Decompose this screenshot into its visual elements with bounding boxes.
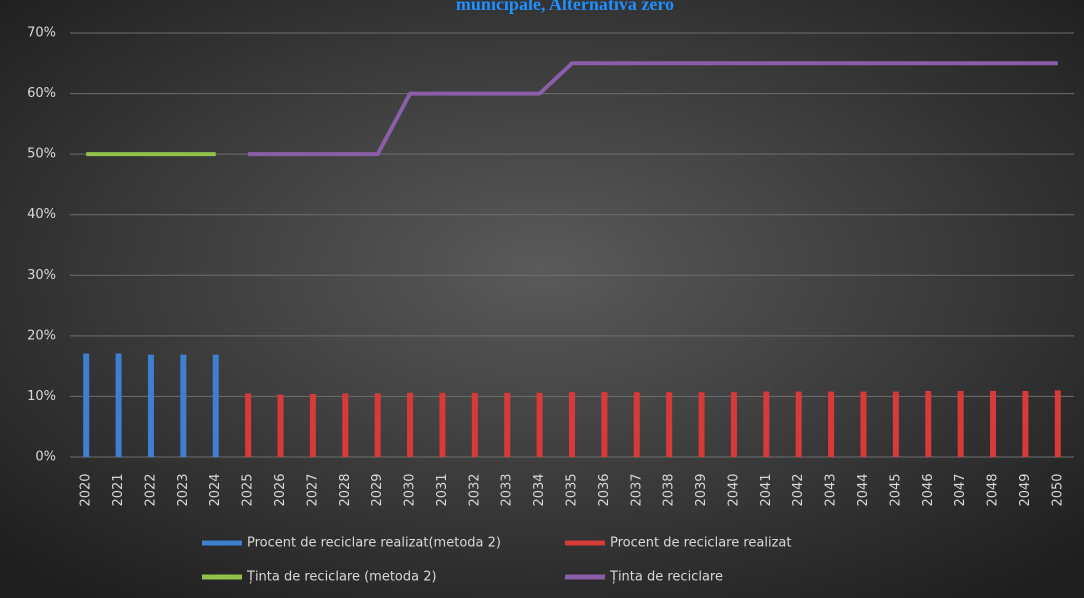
x-tick-label: 2032 [467,473,482,506]
bar [795,391,802,457]
x-tick-label: 2041 [759,473,774,506]
bar [439,392,446,457]
x-tick-label: 2036 [597,473,612,506]
bar [212,354,219,457]
x-tick-label: 2028 [338,473,353,506]
x-tick-label: 2026 [273,473,288,506]
bar [180,354,187,457]
x-tick-label: 2044 [856,473,871,506]
x-tick-label: 2049 [1018,473,1033,506]
bar [990,390,997,457]
x-tick-label: 2039 [694,473,709,506]
bar [83,353,90,457]
x-tick-label: 2037 [629,473,644,506]
bar [536,392,543,457]
x-tick-label: 2040 [726,473,741,506]
x-tick-label: 2033 [500,473,515,506]
bar [763,391,770,457]
bar [892,391,899,457]
y-tick-label: 20% [27,328,56,343]
y-tick-label: 10% [27,389,56,404]
x-tick-label: 2024 [208,473,223,506]
bar [569,392,575,457]
bar [407,392,414,457]
x-tick-label: 2027 [305,473,320,506]
bar [504,392,511,457]
x-tick-label: 2048 [986,473,1001,506]
x-tick-label: 2022 [143,473,158,506]
x-tick-label: 2038 [662,473,677,506]
line [248,61,1058,157]
bar [342,393,349,457]
y-tick-label: 50% [27,147,56,162]
bar [633,392,640,457]
x-tick-label: 2043 [824,473,839,506]
x-tick-label: 2046 [921,473,936,506]
x-tick-label: 2050 [1050,473,1065,506]
bar [860,391,867,457]
x-tick-label: 2021 [111,473,126,506]
bar [1022,390,1029,457]
bar [471,392,478,457]
bar [730,392,737,457]
bar [1054,390,1061,457]
y-tick-label: 40% [27,207,56,222]
x-tick-label: 2020 [79,473,94,506]
x-tick-label: 2023 [176,473,191,506]
bar [147,354,154,457]
x-tick-label: 2042 [791,473,806,506]
bar [277,394,284,457]
x-tick-label: 2031 [435,473,450,506]
bar [309,394,316,457]
legend-swatch [202,540,242,546]
bar [828,391,835,457]
x-tick-label: 2035 [565,473,580,506]
y-tick-label: 30% [27,268,56,283]
legend-label: Procent de reciclare realizat [610,536,792,551]
x-tick-label: 2047 [953,473,968,506]
y-tick-label: 70% [27,26,56,41]
legend-swatch [565,540,605,546]
legend-label: Ținta de reciclare [609,570,723,585]
bar [957,390,964,457]
legend-label: Procent de reciclare realizat(metoda 2) [247,536,501,551]
legend-label: Ținta de reciclare (metoda 2) [246,570,437,585]
x-tick-label: 2030 [403,473,418,506]
bar [925,390,932,457]
x-tick-label: 2034 [532,473,547,506]
bar [698,392,705,457]
x-tick-label: 2045 [888,473,903,506]
y-tick-label: 0% [35,450,56,465]
bar [245,393,252,457]
bar [374,393,381,457]
bar [115,353,122,457]
legend-swatch [202,574,242,580]
bar [666,392,673,457]
bar [601,392,608,457]
y-tick-label: 60% [27,86,56,101]
chart-title: municipale, Alternativa zero [456,0,674,14]
x-tick-label: 2029 [370,473,385,506]
x-tick-label: 2025 [241,473,256,506]
legend-swatch [565,574,605,580]
